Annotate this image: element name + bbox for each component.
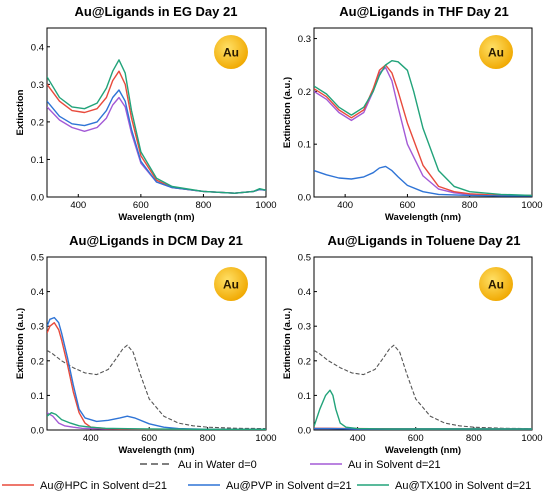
series-line-hpc: [47, 322, 266, 430]
badge-label: Au: [223, 278, 239, 292]
series-line-water: [47, 344, 266, 430]
legend-label-tx100: Au@TX100 in Solvent d=21: [395, 480, 531, 492]
y-tick-label: 0.1: [298, 140, 311, 151]
badge-label: Au: [488, 278, 504, 292]
x-tick-label: 800: [466, 433, 482, 444]
chart-panel-3: Au@Ligands in DCM Day 21 0.0 0.1 0.2 0.3 0.4 0…: [15, 233, 277, 456]
x-axis-label: Wavelength (nm): [118, 212, 194, 223]
chart-title: Au@Ligands in DCM Day 21: [69, 233, 243, 248]
gold-nanoparticle-badge: [479, 35, 513, 69]
y-tick-label: 0.3: [298, 322, 311, 333]
x-tick-label: 800: [195, 200, 211, 211]
legend: Au in Water d=0 Au in Solvent d=21 Au@HPC …: [2, 459, 531, 492]
x-tick-label: 400: [70, 200, 86, 211]
y-tick-label: 0.3: [31, 80, 44, 91]
y-axis-label: Extinction (a.u.): [15, 308, 26, 379]
x-tick-label: 800: [200, 433, 216, 444]
x-tick-label: 400: [83, 433, 99, 444]
y-tick-label: 0.3: [298, 34, 311, 45]
plot-frame: [313, 27, 533, 198]
plot-frame: [46, 256, 267, 431]
y-tick-label: 0.2: [298, 87, 311, 98]
chart-title: Au@Ligands in Toluene Day 21: [327, 233, 520, 248]
series-line-tx100: [314, 389, 532, 430]
x-tick-label: 1000: [521, 200, 542, 211]
y-tick-label: 0.1: [31, 155, 44, 166]
y-tick-label: 0.2: [298, 356, 311, 367]
gold-nanoparticle-badge: [214, 267, 248, 301]
legend-label-pvp: Au@PVP in Solvent d=21: [226, 480, 352, 492]
y-tick-label: 0.2: [31, 117, 44, 128]
x-tick-label: 800: [462, 200, 478, 211]
y-tick-label: 0.2: [31, 356, 44, 367]
x-tick-label: 1000: [255, 433, 276, 444]
gold-nanoparticle-badge: [214, 35, 248, 69]
y-axis-label: Extinction: [15, 89, 26, 135]
x-tick-label: 600: [408, 433, 424, 444]
y-tick-label: 0.5: [298, 253, 311, 264]
gold-nanoparticle-badge: [479, 267, 513, 301]
chart-title: Au@Ligands in THF Day 21: [339, 4, 508, 19]
y-tick-label: 0.5: [31, 253, 44, 264]
chart-panel-1: Au@Ligands in EG Day 21 0.0 0.1 0.2 0.3 0.4 40…: [15, 4, 277, 223]
series-line-solvent: [314, 66, 532, 197]
series-line-tx100: [47, 412, 266, 430]
x-tick-label: 1000: [255, 200, 276, 211]
y-tick-label: 0.0: [298, 426, 311, 437]
x-tick-label: 600: [141, 433, 157, 444]
y-tick-label: 0.1: [298, 391, 311, 402]
legend-label-hpc: Au@HPC in Solvent d=21: [40, 480, 167, 492]
chart-panel-2: Au@Ligands in THF Day 21 0.0 0.1 0.2 0.3 400 6…: [282, 4, 543, 223]
badge-label: Au: [223, 46, 239, 60]
y-tick-label: 0.4: [31, 42, 44, 53]
badge-label: Au: [488, 46, 504, 60]
x-tick-label: 1000: [521, 433, 542, 444]
series-line-tx100: [314, 60, 532, 197]
legend-label-water: Au in Water d=0: [178, 459, 257, 471]
y-tick-label: 0.4: [31, 287, 44, 298]
chart-title: Au@Ligands in EG Day 21: [75, 4, 238, 19]
y-tick-label: 0.3: [31, 322, 44, 333]
y-tick-label: 0.0: [31, 426, 44, 437]
x-tick-label: 600: [399, 200, 415, 211]
series-line-pvp: [47, 316, 266, 430]
x-axis-label: Wavelength (nm): [118, 445, 194, 456]
series-line-water: [314, 344, 532, 430]
series-line-pvp: [314, 165, 532, 197]
legend-label-solvent: Au in Solvent d=21: [348, 459, 441, 471]
x-axis-label: Wavelength (nm): [385, 212, 461, 223]
y-axis-label: Extinction (a.u.): [282, 308, 293, 379]
chart-panel-4: Au@Ligands in Toluene Day 21 0.0 0.1 0.2 0.3…: [282, 233, 543, 456]
y-tick-label: 0.0: [298, 193, 311, 204]
x-tick-label: 600: [133, 200, 149, 211]
series-line-hpc: [314, 64, 532, 197]
y-tick-label: 0.0: [31, 193, 44, 204]
y-tick-label: 0.1: [31, 391, 44, 402]
y-tick-label: 0.4: [298, 287, 311, 298]
plot-frame: [313, 256, 533, 431]
y-axis-label: Extinction (a.u.): [282, 77, 293, 148]
x-tick-label: 400: [337, 200, 353, 211]
x-axis-label: Wavelength (nm): [385, 445, 461, 456]
x-tick-label: 400: [350, 433, 366, 444]
series-line-hpc: [47, 70, 266, 194]
plot-frame: [46, 27, 267, 198]
series-line-tx100: [47, 59, 266, 194]
